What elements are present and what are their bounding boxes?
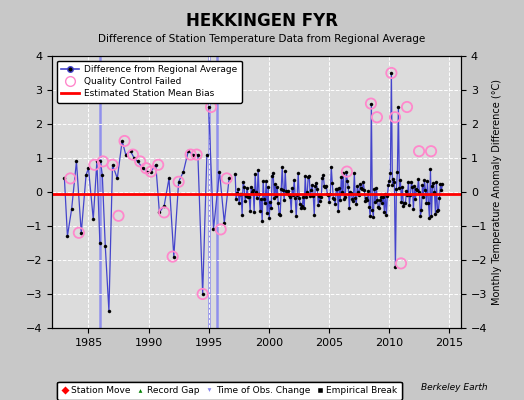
Point [192,151,201,158]
Point [74,230,83,236]
Point [129,151,137,158]
Point [66,175,74,182]
Point [187,151,195,158]
Text: Difference of Station Temperature Data from Regional Average: Difference of Station Temperature Data f… [99,34,425,44]
Point [108,162,117,168]
Point [373,114,381,120]
Point [367,100,375,107]
Y-axis label: Monthly Temperature Anomaly Difference (°C): Monthly Temperature Anomaly Difference (… [492,79,501,305]
Point [415,148,423,154]
Point [216,226,225,232]
Point [427,148,435,154]
Point [403,104,411,110]
Legend: Station Move, Record Gap, Time of Obs. Change, Empirical Break: Station Move, Record Gap, Time of Obs. C… [57,382,402,400]
Point [397,260,405,266]
Point [174,178,183,185]
Point [391,114,399,120]
Point [199,291,207,297]
Point [90,162,99,168]
Point [99,158,107,165]
Point [121,138,129,144]
Point [154,162,162,168]
Point [160,209,168,216]
Point [142,165,150,171]
Point [387,70,396,76]
Text: HEKKINGEN FYR: HEKKINGEN FYR [186,12,338,30]
Point [343,168,351,175]
Point [223,175,231,182]
Point [168,254,177,260]
Point [114,212,123,219]
Point [136,158,144,165]
Point [147,168,155,175]
Point [207,104,215,110]
Text: Berkeley Earth: Berkeley Earth [421,383,487,392]
